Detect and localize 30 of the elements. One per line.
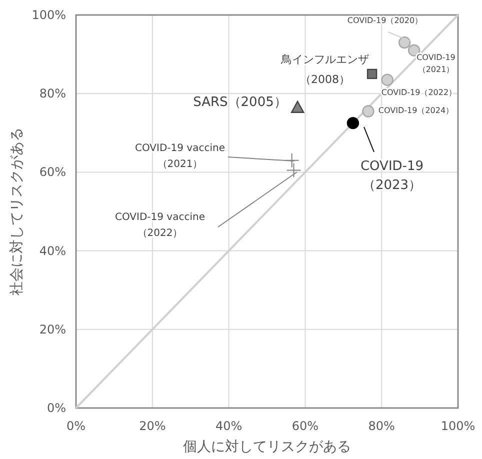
x-tick-label: 80% — [368, 419, 395, 433]
point — [398, 36, 411, 49]
y-tick-label: 40% — [39, 244, 66, 258]
series-label: SARS（2005） — [193, 95, 287, 110]
point — [290, 100, 304, 113]
y-tick-label: 60% — [39, 165, 66, 180]
point — [366, 68, 378, 80]
point — [362, 105, 374, 118]
series-label: COVID-19（2024） — [378, 106, 454, 115]
point — [286, 162, 302, 178]
text: COVID-19（2020） — [347, 16, 423, 25]
text: COVID-19 vaccine（2022） — [115, 212, 205, 239]
y-tick-label: 20% — [39, 322, 66, 336]
legend-label: COVID-19（2023） — [360, 159, 424, 193]
y-tick-label: 0% — [46, 401, 66, 415]
x-tick-label: 40% — [215, 419, 242, 433]
y-tick-label: 80% — [39, 86, 66, 101]
x-axis-title: 個人に対してリスクがある — [183, 439, 351, 455]
point — [346, 116, 360, 130]
x-tick-label: 60% — [292, 419, 319, 433]
series-label: 鳥インフルエンザ（2008） — [280, 53, 369, 86]
x-tick-label: 20% — [139, 419, 166, 433]
series-label: COVID-19（2022） — [381, 88, 457, 97]
y-axis-title: 社会に対してリスクがある — [9, 128, 25, 296]
point — [381, 74, 394, 86]
series-label: COVID-19（2021） — [416, 53, 456, 74]
x-tick-label: 0% — [66, 419, 86, 433]
y-tick-label: 100% — [32, 8, 66, 22]
text: COVID-19 vaccine（2021） — [135, 143, 225, 170]
x-tick-label: 100% — [440, 419, 476, 433]
